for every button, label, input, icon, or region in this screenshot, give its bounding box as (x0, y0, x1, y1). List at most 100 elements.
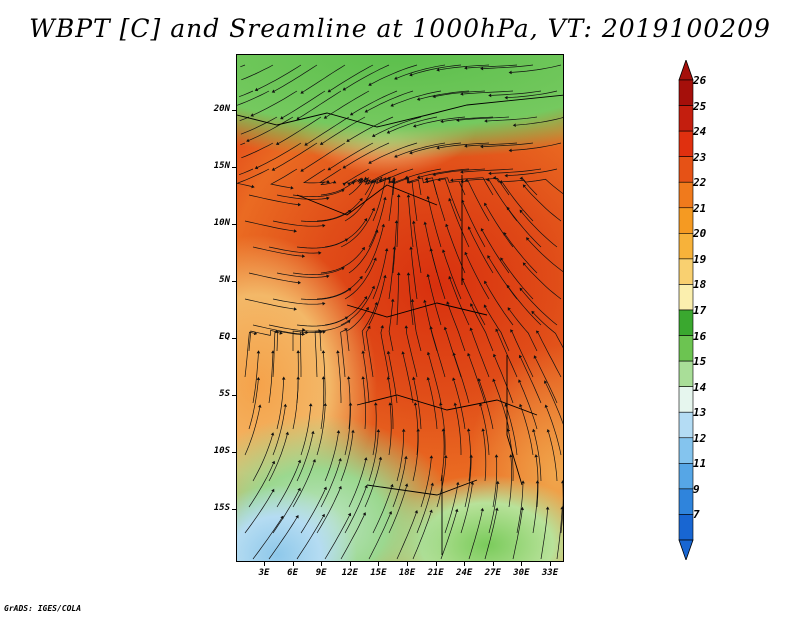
streamline-arrow (336, 430, 341, 434)
colorbar-label: 19 (693, 252, 707, 266)
colorbar (678, 60, 694, 560)
streamline-arrow (439, 402, 443, 406)
streamline (396, 274, 400, 326)
colorbar-segment (678, 335, 694, 362)
streamline-arrow (346, 138, 350, 142)
streamline (324, 515, 350, 560)
streamline (420, 458, 432, 508)
streamline (240, 64, 246, 68)
streamline (508, 286, 542, 326)
streamline-arrow (426, 351, 431, 356)
lat-label: 15S (213, 503, 230, 513)
streamline-arrow (454, 508, 459, 512)
streamline (302, 64, 346, 93)
streamline-arrow (522, 184, 527, 188)
streamline (545, 382, 563, 425)
streamline (416, 485, 433, 534)
streamline (556, 509, 563, 560)
streamline (248, 329, 276, 352)
streamline-arrow (483, 304, 487, 308)
colorbar-label: 22 (693, 176, 707, 190)
streamline-arrow (285, 431, 289, 435)
streamline (410, 249, 418, 300)
streamline (496, 330, 518, 378)
streamline (240, 142, 246, 146)
streamline (504, 234, 538, 274)
lat-label: 5S (219, 389, 230, 399)
streamline (460, 484, 473, 534)
streamline-arrow (425, 179, 429, 184)
lon-label: 33E (541, 568, 559, 578)
streamline-arrow (406, 272, 411, 276)
streamline (314, 331, 321, 378)
streamline-arrow (321, 513, 325, 518)
streamline (248, 116, 294, 141)
streamline (511, 64, 562, 73)
streamline-arrow (256, 350, 261, 354)
colorbar-segment (678, 514, 694, 541)
streamline-arrow (319, 330, 324, 334)
streamline-arrow (321, 350, 326, 354)
streamline (348, 178, 364, 196)
streamline-arrow (386, 130, 391, 134)
streamline-arrow (480, 144, 484, 149)
streamline-arrow (484, 280, 488, 285)
colorbar-segment (678, 156, 694, 183)
colorbar-top-arrow (678, 60, 694, 81)
streamline (306, 116, 350, 145)
streamline (344, 260, 376, 300)
streamline (511, 142, 562, 151)
lat-tick (232, 281, 236, 282)
lat-tick (232, 167, 236, 168)
streamline-arrow (271, 350, 275, 354)
streamline-arrow (326, 196, 330, 201)
lat-label: 20N (213, 104, 230, 114)
streamline-arrow (360, 177, 364, 181)
streamline (453, 380, 466, 430)
streamline-arrow (390, 483, 394, 488)
streamline (344, 142, 390, 168)
streamline-arrow (319, 141, 324, 145)
streamline (244, 407, 261, 456)
streamline (449, 200, 470, 248)
streamline-arrow (412, 376, 416, 380)
streamline-arrow (388, 402, 392, 406)
streamline (329, 142, 374, 169)
streamline (344, 182, 376, 222)
country-border (296, 184, 438, 216)
streamline-arrow (409, 151, 413, 155)
streamline-arrow (508, 148, 512, 153)
streamline (396, 142, 446, 157)
streamline-arrow (521, 480, 525, 484)
streamline-arrow (442, 249, 446, 253)
streamline-arrow (376, 429, 381, 433)
streamline-arrow (271, 460, 276, 465)
streamline-arrow (311, 430, 315, 434)
streamline-arrow (416, 175, 421, 179)
streamline-arrow (271, 488, 275, 493)
lat-tick (232, 224, 236, 225)
streamline (388, 486, 407, 534)
streamline (340, 329, 346, 378)
streamline-arrow (492, 378, 496, 382)
streamline-arrow (338, 485, 342, 490)
streamline (324, 432, 339, 482)
streamline (483, 64, 534, 69)
streamline-arrow (487, 255, 491, 259)
streamline-arrow (409, 246, 413, 250)
streamline (468, 510, 483, 560)
streamline-arrow (430, 482, 434, 486)
streamline-arrow (308, 403, 313, 407)
streamline (527, 239, 563, 272)
streamline (296, 516, 324, 560)
streamline (413, 223, 422, 274)
streamline-arrow (279, 331, 283, 335)
map-title: WBPT [C] and Sreamline at 1000hPa, VT: 2… (29, 14, 771, 43)
streamline-arrow (426, 273, 430, 278)
streamline (362, 379, 366, 430)
streamline (412, 431, 419, 482)
streamline-arrow (378, 178, 382, 182)
streamline-arrow (323, 115, 328, 119)
streamline-arrow (484, 119, 488, 123)
streamline (407, 177, 438, 196)
